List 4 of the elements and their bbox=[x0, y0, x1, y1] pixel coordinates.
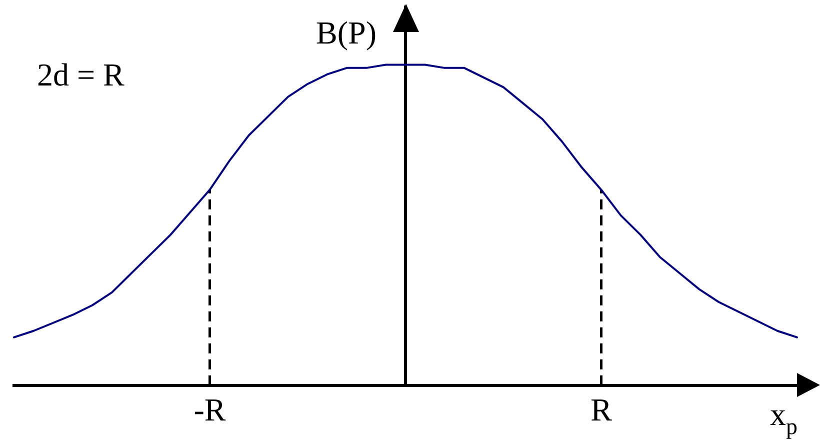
x-tick-label: R bbox=[590, 392, 613, 428]
x-tick-label: -R bbox=[194, 392, 226, 428]
annotation: 2d = R bbox=[37, 56, 126, 92]
y-axis-title: B(P) bbox=[316, 14, 376, 50]
